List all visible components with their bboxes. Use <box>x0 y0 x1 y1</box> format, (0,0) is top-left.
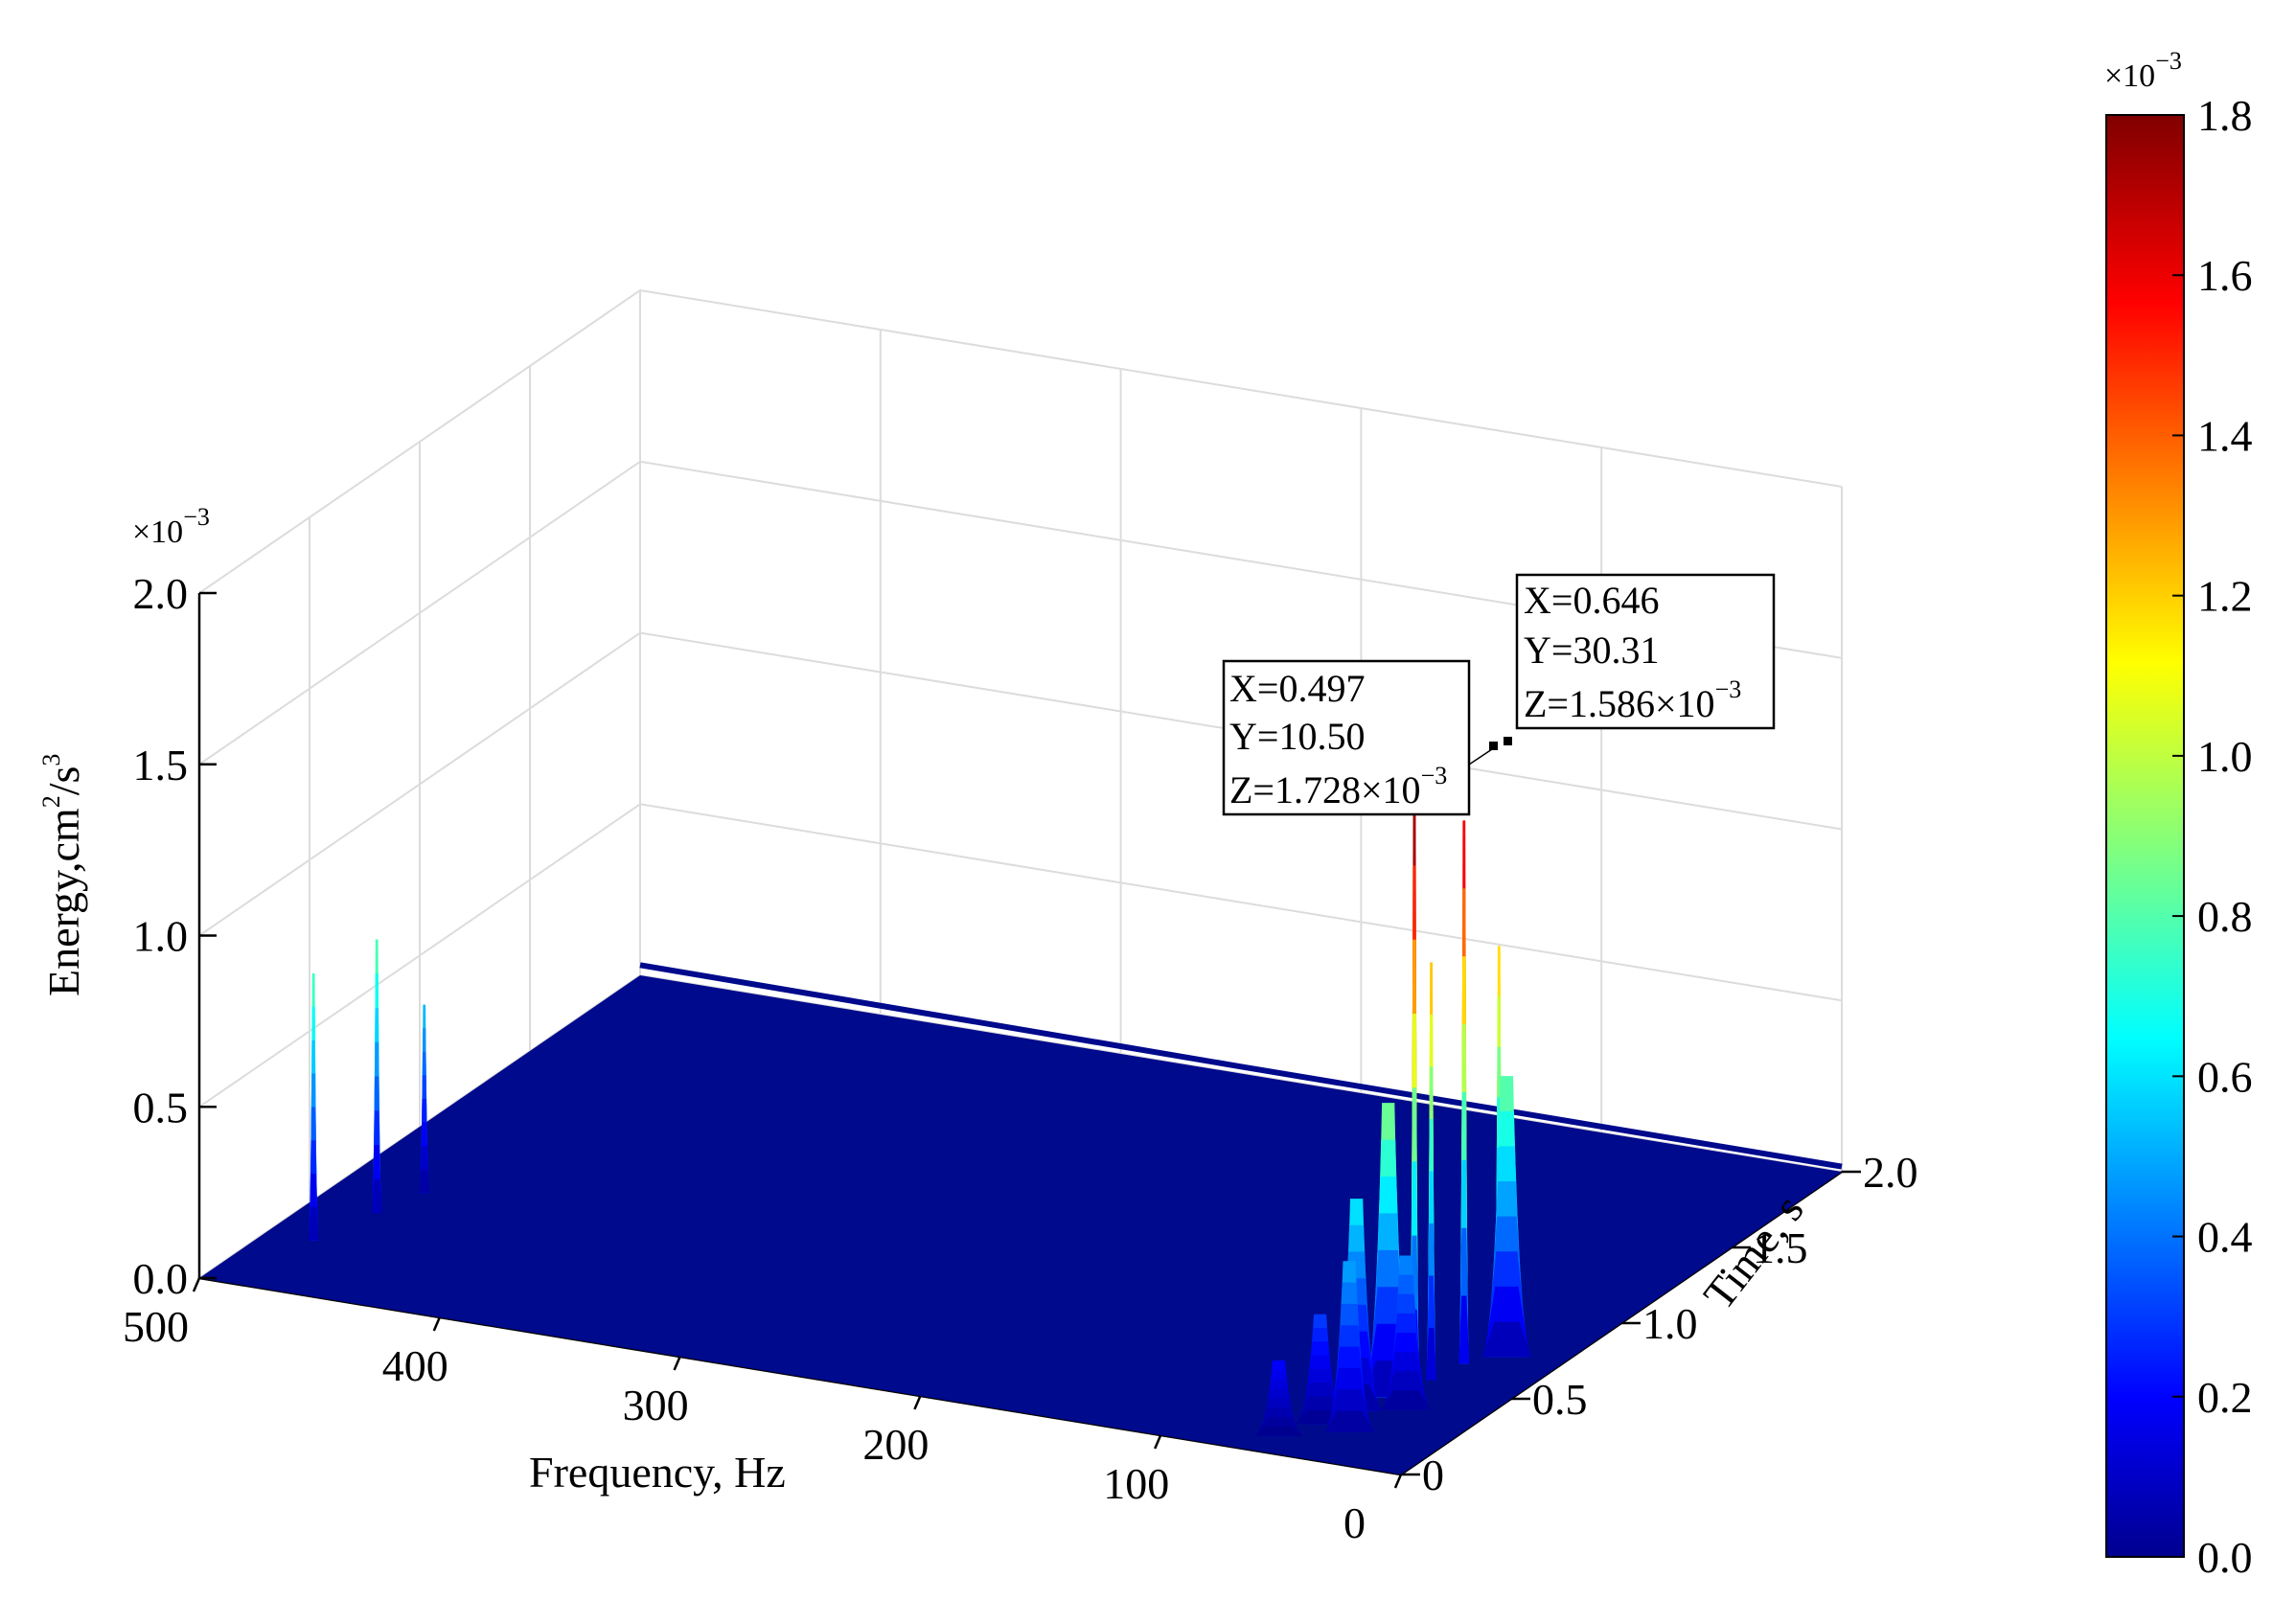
tick-labels: 500 400 300 200 100 0 0 0.5 1.0 1.5 2.0 0.0 0.5 1.0 1.… <box>123 569 1918 1547</box>
colorbar-gradient <box>2105 114 2185 1558</box>
datatip-1-marker <box>1489 742 1498 750</box>
datatip-2-z: Z=1.586×10−3 <box>1524 675 1741 725</box>
surface-base <box>199 975 1842 1474</box>
datatip-2-marker <box>1504 737 1512 745</box>
x-tick-mark <box>192 1277 201 1292</box>
colorbar-ticks: 0.0 0.2 0.4 0.6 0.8 1.0 1.2 1.4 1.6 1.8 <box>2172 91 2253 1582</box>
x-tick-mark <box>1154 1434 1162 1450</box>
x-tick-mark <box>673 1356 681 1371</box>
y-tick-label: 0 <box>1422 1451 1444 1499</box>
y-tick-label: 1.5 <box>1753 1223 1808 1272</box>
datatip-2[interactable]: X=0.646 Y=30.31 Z=1.586×10−3 <box>1504 573 1776 745</box>
surface-peak <box>1324 1410 1374 1432</box>
colorbar-tick-label: 0.0 <box>2197 1533 2253 1582</box>
y-tick-label: 2.0 <box>1863 1148 1918 1197</box>
surface-peak <box>371 1178 382 1214</box>
x-tick-mark <box>1393 1474 1403 1489</box>
z-tick-label: 2.0 <box>133 569 189 618</box>
colorbar-tick-label: 1.8 <box>2197 91 2253 140</box>
z-multiplier: ×10−3 <box>132 503 210 550</box>
surface-peak <box>1426 1328 1436 1381</box>
x-tick-label: 300 <box>623 1381 689 1429</box>
surface-peaks <box>308 791 1532 1436</box>
surface-far-edge <box>639 962 1843 1170</box>
x-axis-label: Frequency, Hz <box>529 1448 786 1497</box>
grid-line-z <box>198 288 1843 594</box>
surface-peak <box>1458 1295 1470 1364</box>
colorbar-tick-label: 1.0 <box>2197 732 2253 781</box>
z-tick-label: 1.0 <box>133 912 189 961</box>
colorbar-tick-label: 1.4 <box>2197 411 2253 460</box>
surface-peak <box>1381 1390 1432 1410</box>
datatip-1-x: X=0.497 <box>1229 667 1365 710</box>
surface-peak <box>419 1169 430 1194</box>
x-tick-label: 0 <box>1343 1498 1366 1547</box>
surface-peak <box>1253 1426 1304 1436</box>
x-tick-label: 200 <box>862 1420 929 1469</box>
surface-peak <box>1481 1321 1532 1358</box>
x-tick-mark <box>913 1395 922 1410</box>
z-tick-label: 0.0 <box>133 1254 189 1303</box>
x-tick-label: 500 <box>123 1302 189 1351</box>
colorbar: 0.0 0.2 0.4 0.6 0.8 1.0 1.2 1.4 1.6 1.8 ×10−3 <box>2104 47 2253 1582</box>
z-tick-label: 0.5 <box>133 1083 189 1131</box>
datatip-1[interactable]: X=0.497 Y=10.50 Z=1.728×10−3 <box>1222 659 1498 816</box>
x-tick-mark <box>432 1316 441 1332</box>
datatip-2-y: Y=30.31 <box>1524 629 1659 672</box>
z-tick-label: 1.5 <box>133 741 189 789</box>
x-tick-label: 400 <box>382 1341 448 1390</box>
colorbar-tick-label: 1.2 <box>2197 572 2253 621</box>
x-tick-label: 100 <box>1103 1459 1169 1508</box>
datatip-2-x: X=0.646 <box>1524 579 1659 622</box>
colorbar-multiplier: ×10−3 <box>2104 47 2182 94</box>
datatip-1-z: Z=1.728×10−3 <box>1229 762 1447 811</box>
z-axis-label: Energy,cm2/s3 <box>37 754 88 996</box>
surface-peak <box>308 1206 319 1241</box>
colorbar-tick-label: 0.8 <box>2197 892 2253 941</box>
colorbar-tick-label: 0.6 <box>2197 1052 2253 1101</box>
y-tick-label: 1.0 <box>1642 1299 1698 1348</box>
colorbar-tick-label: 0.2 <box>2197 1373 2253 1422</box>
colorbar-tick-label: 0.4 <box>2197 1213 2253 1262</box>
colorbar-tick-label: 1.6 <box>2197 251 2253 300</box>
surface-floor <box>199 962 1843 1474</box>
y-tick-label: 0.5 <box>1532 1375 1588 1424</box>
datatip-1-y: Y=10.50 <box>1229 715 1365 758</box>
